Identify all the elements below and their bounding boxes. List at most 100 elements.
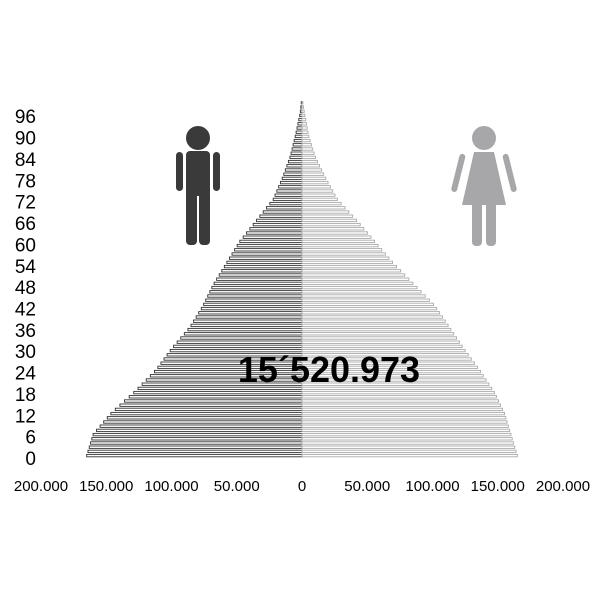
- female-bar: [301, 407, 504, 412]
- male-bar: [259, 214, 303, 218]
- female-bar: [301, 298, 430, 302]
- female-bar: [301, 147, 314, 151]
- male-bar: [198, 311, 303, 315]
- female-bar: [301, 168, 323, 172]
- female-bar: [301, 441, 514, 445]
- female-bar: [301, 109, 305, 113]
- female-bar: [301, 260, 393, 265]
- male-bar: [193, 319, 303, 323]
- y-tick-label: 0: [25, 449, 36, 470]
- female-bar: [301, 445, 516, 449]
- x-tick-label: 200.000: [14, 478, 68, 495]
- male-bar: [205, 298, 303, 302]
- female-bar: [301, 159, 318, 164]
- male-bar: [128, 395, 303, 399]
- y-tick-label: 6: [25, 428, 36, 449]
- female-bar: [301, 357, 472, 361]
- male-bar: [176, 340, 303, 344]
- female-bar: [301, 416, 507, 420]
- male-bar: [242, 235, 303, 239]
- female-bar: [301, 378, 487, 382]
- female-bar: [301, 185, 331, 189]
- male-bar: [223, 264, 303, 269]
- y-tick-label: 78: [15, 171, 36, 192]
- female-bar: [301, 365, 478, 370]
- male-bar: [180, 336, 303, 340]
- male-bar: [286, 164, 303, 168]
- female-bar: [301, 428, 511, 433]
- y-tick-label: 24: [15, 364, 37, 385]
- female-bar: [301, 386, 493, 391]
- female-bar: [301, 252, 386, 256]
- female-bar: [301, 176, 327, 181]
- female-bar: [301, 193, 336, 197]
- x-tick-label: 100.000: [144, 478, 198, 495]
- male-bar: [124, 399, 303, 403]
- male-bar: [226, 260, 303, 265]
- female-bar: [301, 277, 410, 281]
- x-tick-label: 50.000: [214, 478, 260, 495]
- female-bar: [301, 113, 306, 118]
- male-bar: [92, 432, 303, 437]
- y-tick-label: 36: [15, 321, 36, 342]
- male-bar: [183, 332, 303, 336]
- y-tick-label: 54: [15, 257, 37, 278]
- female-bar: [301, 306, 438, 311]
- female-bar: [301, 180, 329, 185]
- female-bar: [301, 294, 426, 298]
- male-bar: [293, 138, 303, 143]
- x-tick-label: 0: [298, 478, 306, 495]
- x-axis-tick-labels: 200.000 150.000 100.000 50.000 0 50.000 100.00…: [14, 478, 590, 495]
- y-tick-label: 72: [15, 193, 36, 214]
- male-bar: [88, 445, 303, 449]
- female-bar: [301, 390, 495, 395]
- male-bar: [276, 189, 303, 193]
- male-bar: [249, 227, 303, 231]
- male-bar: [114, 407, 303, 412]
- male-icon: [176, 126, 220, 245]
- female-bar: [301, 248, 383, 252]
- male-bar: [90, 441, 303, 445]
- male-bar: [106, 416, 303, 420]
- female-bar: [301, 151, 315, 155]
- female-bars: [301, 101, 518, 458]
- female-bar: [301, 353, 469, 357]
- female-bar: [301, 437, 513, 441]
- female-bar: [301, 369, 481, 374]
- female-bar: [301, 453, 518, 458]
- female-bar: [301, 281, 414, 286]
- female-bar: [301, 172, 325, 176]
- female-icon: [451, 126, 517, 246]
- y-tick-label: 18: [15, 385, 36, 406]
- male-bar: [221, 269, 303, 273]
- male-bar: [190, 323, 303, 328]
- male-bar: [297, 122, 303, 126]
- male-bar: [96, 428, 303, 433]
- female-bar: [301, 382, 490, 386]
- female-bar: [301, 332, 455, 336]
- male-bar: [289, 155, 303, 160]
- x-tick-label: 200.000: [536, 478, 590, 495]
- male-bar: [87, 449, 303, 454]
- male-bar: [269, 201, 303, 206]
- male-bar: [187, 327, 303, 332]
- female-bar: [301, 164, 321, 168]
- male-bar: [283, 172, 303, 176]
- male-bar: [216, 277, 303, 281]
- female-bar: [301, 424, 509, 428]
- male-bar: [203, 302, 303, 307]
- female-bar: [301, 206, 346, 210]
- male-bar: [207, 294, 303, 298]
- y-tick-label: 48: [15, 278, 36, 299]
- female-bar: [301, 449, 517, 454]
- y-tick-label: 12: [15, 406, 36, 427]
- female-bar: [301, 411, 505, 416]
- male-bar: [295, 130, 303, 134]
- female-bar: [301, 315, 443, 319]
- male-bar: [272, 197, 303, 202]
- female-bar: [301, 403, 501, 407]
- male-bar: [213, 281, 303, 286]
- female-bar: [301, 218, 358, 223]
- male-bar: [119, 403, 303, 407]
